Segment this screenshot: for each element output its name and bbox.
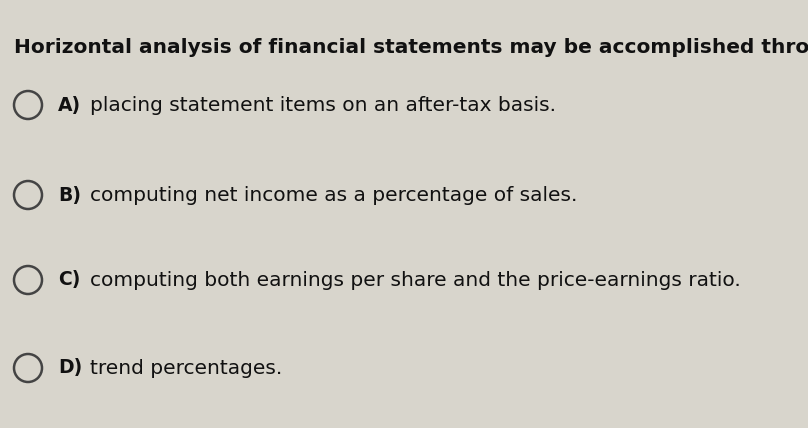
Text: computing both earnings per share and the price-earnings ratio.: computing both earnings per share and th… — [90, 270, 741, 289]
Text: Horizontal analysis of financial statements may be accomplished through:: Horizontal analysis of financial stateme… — [14, 38, 808, 57]
Text: computing net income as a percentage of sales.: computing net income as a percentage of … — [90, 185, 578, 205]
Text: placing statement items on an after-tax basis.: placing statement items on an after-tax … — [90, 95, 556, 115]
Ellipse shape — [14, 354, 42, 382]
Ellipse shape — [14, 181, 42, 209]
Text: D): D) — [58, 359, 82, 377]
Text: trend percentages.: trend percentages. — [90, 359, 282, 377]
Text: A): A) — [58, 95, 81, 115]
Text: B): B) — [58, 185, 81, 205]
Text: C): C) — [58, 270, 80, 289]
Ellipse shape — [14, 266, 42, 294]
Ellipse shape — [14, 91, 42, 119]
